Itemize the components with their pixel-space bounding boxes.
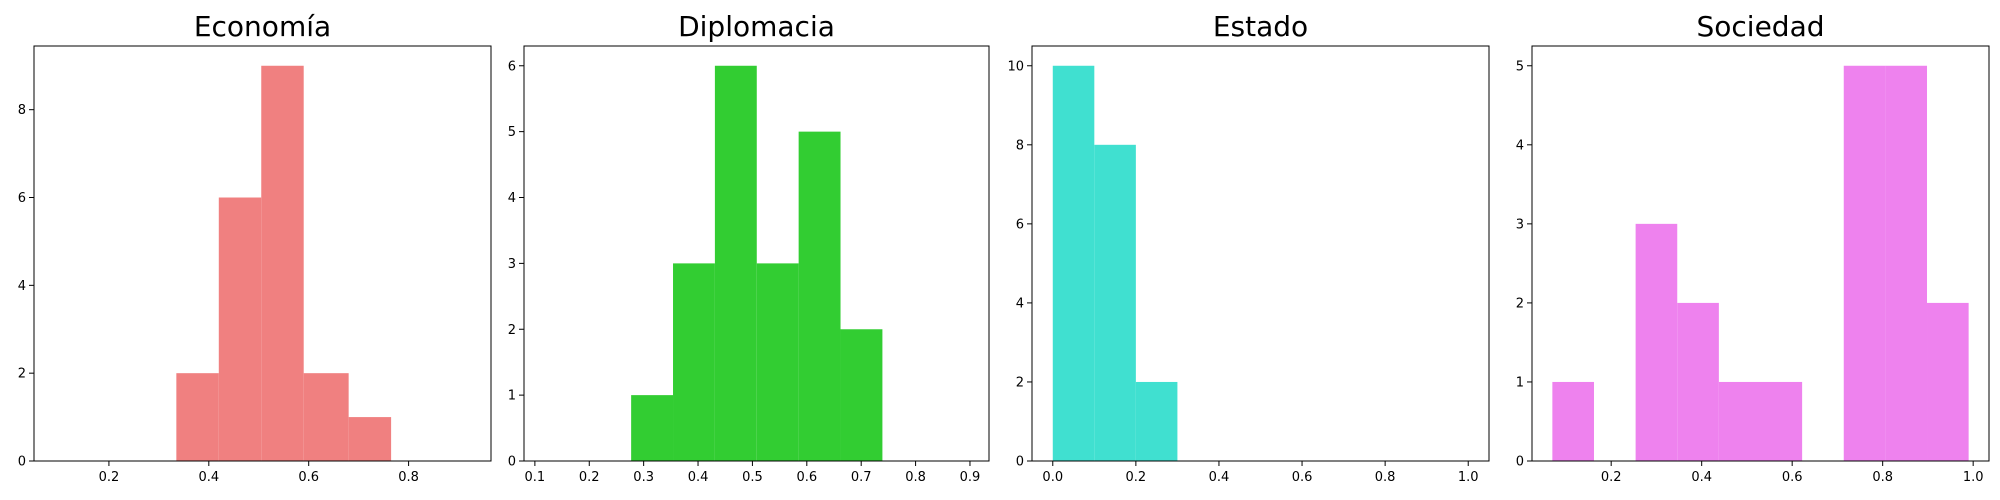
x-tick-label: 0.1 xyxy=(525,470,546,485)
x-tick-label: 0.8 xyxy=(1375,470,1396,485)
panel-4: Sociedad 0.2 0.4 0.6 0.8 1.0 0 1 2 3 4 5 xyxy=(1516,10,1990,485)
y-tick-label: 0 xyxy=(1016,455,1024,470)
histogram-bar xyxy=(176,373,219,461)
chart-title: Economía xyxy=(194,10,331,43)
y-tick-label: 0 xyxy=(508,455,516,470)
x-tick-label: 0.2 xyxy=(99,470,120,485)
y-tick-label: 4 xyxy=(1016,296,1024,311)
x-tick-label: 0.3 xyxy=(633,470,654,485)
axes-frame xyxy=(33,45,492,462)
chart-title: Estado xyxy=(1213,10,1308,43)
y-tick-label: 1 xyxy=(508,389,516,404)
x-tick-label: 0.0 xyxy=(1042,470,1063,485)
y-tick-label: 6 xyxy=(508,59,516,74)
histogram-bar xyxy=(1760,381,1803,461)
x-tick-label: 0.6 xyxy=(796,470,817,485)
panel-3: Estado 0.0 0.2 0.4 0.6 0.8 1.0 0 2 4 6 8 10 xyxy=(1007,10,1490,485)
histogram-bar xyxy=(756,263,799,461)
histogram-bar xyxy=(1635,223,1678,461)
y-tick-label: 3 xyxy=(508,257,516,272)
x-tick-label: 0.2 xyxy=(579,470,600,485)
x-tick-label: 0.8 xyxy=(905,470,926,485)
x-tick-label: 0.8 xyxy=(398,470,419,485)
histogram-bar xyxy=(1135,381,1178,461)
axes-frame xyxy=(1531,45,1990,462)
x-tick-label: 0.5 xyxy=(742,470,763,485)
x-tick-label: 0.4 xyxy=(1209,470,1230,485)
y-tick-label: 5 xyxy=(508,125,516,140)
x-tick-label: 1.0 xyxy=(1963,470,1984,485)
y-tick-label: 8 xyxy=(18,103,26,118)
y-tick-label: 2 xyxy=(18,367,26,382)
histogram-bar xyxy=(1094,144,1136,462)
y-tick-label: 8 xyxy=(1016,138,1024,153)
histogram-bar xyxy=(1677,302,1719,461)
x-tick-label: 1.0 xyxy=(1458,470,1479,485)
chart-title: Sociedad xyxy=(1696,10,1824,43)
y-tick-label: 1 xyxy=(1516,375,1524,390)
x-tick-label: 0.6 xyxy=(1782,470,1803,485)
histogram-bar xyxy=(840,329,883,461)
x-tick-label: 0.2 xyxy=(1126,470,1147,485)
histogram-bar xyxy=(631,395,674,461)
histogram-bar xyxy=(673,263,715,461)
x-tick-label: 0.4 xyxy=(198,470,219,485)
histogram-bar xyxy=(218,197,262,461)
x-tick-label: 0.4 xyxy=(688,470,709,485)
histogram-bar xyxy=(1052,65,1095,461)
histogram-bar xyxy=(1885,65,1928,461)
y-tick-label: 3 xyxy=(1516,217,1524,232)
histogram-bar xyxy=(1552,381,1594,461)
histogram-bar xyxy=(348,417,392,461)
y-tick-label: 0 xyxy=(1516,455,1524,470)
x-tick-label: 0.6 xyxy=(298,470,319,485)
x-tick-label: 0.7 xyxy=(851,470,872,485)
y-tick-label: 4 xyxy=(1516,138,1524,153)
x-tick-label: 0.9 xyxy=(960,470,981,485)
x-tick-label: 0.8 xyxy=(1872,470,1893,485)
y-tick-label: 4 xyxy=(18,279,26,294)
histogram-bar xyxy=(798,131,841,461)
y-tick-label: 6 xyxy=(18,191,26,206)
panel-1: Economía 0.2 0.4 0.6 0.8 0 2 4 6 8 xyxy=(18,10,492,485)
y-tick-label: 6 xyxy=(1016,217,1024,232)
y-tick-label: 2 xyxy=(1516,296,1524,311)
histogram-bar xyxy=(714,65,757,461)
histogram-bar xyxy=(303,373,349,461)
y-tick-label: 5 xyxy=(1516,59,1524,74)
y-tick-label: 2 xyxy=(1016,375,1024,390)
histogram-bar xyxy=(1843,65,1886,461)
histogram-bar xyxy=(1718,381,1761,461)
y-tick-label: 4 xyxy=(508,191,516,206)
x-tick-label: 0.6 xyxy=(1292,470,1313,485)
y-tick-label: 10 xyxy=(1007,59,1024,74)
y-tick-label: 0 xyxy=(18,455,26,470)
x-tick-label: 0.4 xyxy=(1691,470,1712,485)
x-tick-label: 0.2 xyxy=(1601,470,1622,485)
y-tick-label: 2 xyxy=(508,323,516,338)
panel-2: Diplomacia 0.1 0.2 0.3 0.4 0.5 0.6 0.7 0.8 0.9 0 1 2… xyxy=(508,10,990,485)
histogram-bar xyxy=(1927,302,1969,461)
chart-title: Diplomacia xyxy=(678,10,835,43)
axes-frame xyxy=(523,45,990,462)
axes-frame xyxy=(1031,45,1490,462)
histogram-bar xyxy=(261,65,304,461)
